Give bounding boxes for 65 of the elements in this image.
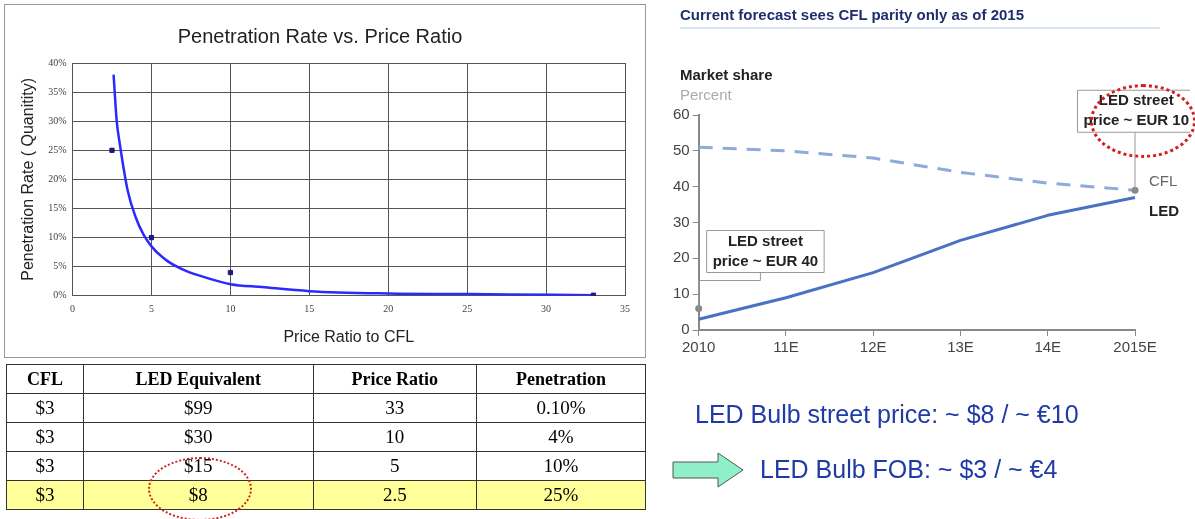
y-tick-label: 25% (48, 143, 67, 155)
y-tick-label: 5% (53, 260, 67, 272)
x-tick-label: 15 (304, 303, 315, 315)
x-tick-label: 30 (541, 303, 552, 315)
y-tick-label: 50 (673, 140, 690, 158)
text: $3 (35, 455, 55, 476)
text: $15 (184, 455, 213, 476)
series-label: LED (1149, 201, 1180, 219)
text: 33 (385, 397, 405, 418)
text: 0.10% (536, 397, 586, 418)
point (148, 234, 155, 241)
text: 2.5 (382, 484, 407, 505)
y-axis-title: Market share (680, 66, 773, 83)
text: $30 (184, 426, 213, 447)
y-tick-label: 35% (48, 85, 67, 97)
point (109, 147, 115, 153)
y-tick-label: 30 (673, 212, 690, 230)
annotation: LED street price ~ EUR 40 (712, 231, 819, 269)
y-tick-label: 30% (48, 114, 67, 126)
x-tick-label: 14E (1034, 338, 1062, 356)
y-tick-label: 0% (53, 289, 67, 301)
point (227, 269, 233, 276)
category-label: CFL (6, 364, 84, 394)
text: 10 (385, 426, 405, 447)
y-tick-label: 20 (673, 248, 690, 266)
series-label: CFL (1149, 172, 1178, 190)
chart-subtitle: Percent (680, 86, 732, 103)
y-tick-label: 0 (681, 320, 690, 338)
text: $8 (188, 484, 208, 505)
category-label: Price Ratio (313, 364, 477, 394)
x-tick-label: 2010 (682, 338, 716, 356)
text: 10% (543, 455, 579, 476)
text: LED Bulb FOB: ~ $3 / ~ €4 (760, 455, 1058, 484)
category-label: Penetration (476, 364, 646, 394)
y-axis-title: Penetration Rate ( Quanitity) (19, 78, 37, 281)
text: 4% (548, 426, 574, 447)
text: 25% (543, 484, 579, 505)
chart-title: Penetration Rate vs. Price Ratio (177, 24, 463, 47)
x-tick-label: 25 (462, 303, 473, 315)
x-tick-label: 10 (225, 303, 236, 315)
text: $3 (35, 397, 55, 418)
y-tick-label: 40 (673, 176, 690, 194)
category-label: LED Equivalent (83, 364, 314, 394)
y-tick-label: 60 (673, 105, 690, 123)
text: $3 (35, 426, 55, 447)
y-tick-label: 10 (673, 284, 690, 302)
annotation: LED street price ~ EUR 10 (1083, 91, 1189, 129)
x-axis-title: Price Ratio to CFL (283, 327, 415, 345)
x-tick-label: 5 (148, 303, 154, 315)
x-tick-label: 11E (773, 338, 799, 356)
text: 5 (390, 455, 400, 476)
y-tick-label: 40% (48, 56, 67, 68)
y-tick-label: 15% (48, 202, 67, 214)
y-tick-label: 20% (48, 173, 67, 185)
text: LED Bulb street price: ~ $8 / ~ €10 (695, 400, 1079, 429)
chart-title: Current forecast sees CFL parity only as of 2015 (680, 6, 1160, 29)
x-tick-label: 0 (70, 303, 76, 315)
x-tick-label: 20 (383, 303, 394, 315)
y-tick-label: 10% (48, 231, 67, 243)
x-tick-label: 35 (620, 303, 630, 315)
text: $99 (184, 397, 213, 418)
x-tick-label: 13E (947, 338, 974, 356)
text: $3 (35, 484, 55, 505)
x-tick-label: 2015E (1113, 338, 1157, 356)
x-tick-label: 12E (859, 338, 887, 356)
